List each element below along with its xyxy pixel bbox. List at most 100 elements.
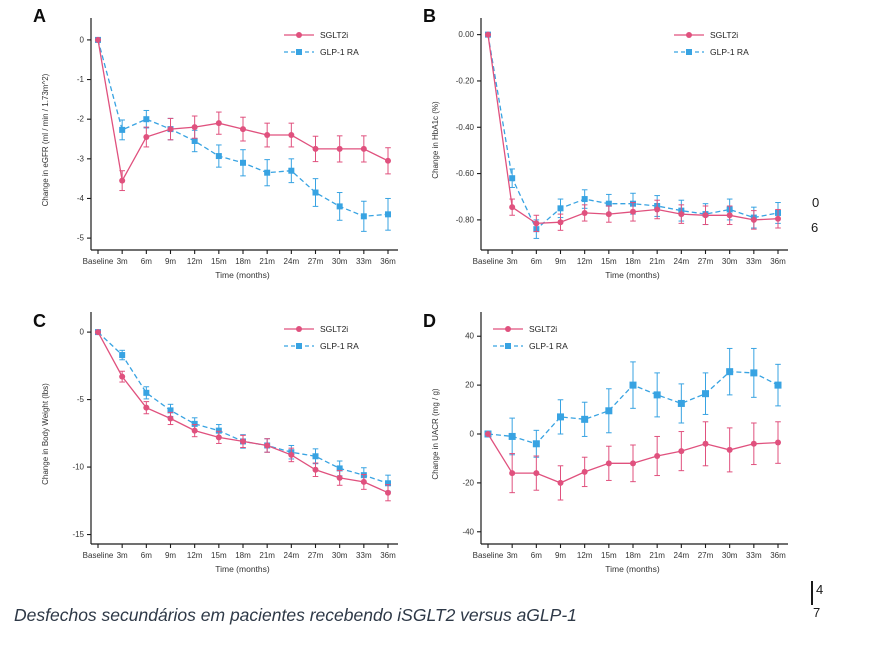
svg-text:3m: 3m bbox=[117, 257, 128, 266]
svg-text:6m: 6m bbox=[141, 257, 152, 266]
svg-text:3m: 3m bbox=[117, 551, 128, 560]
svg-text:21m: 21m bbox=[649, 257, 665, 266]
clipped-text-fragment-top: 0 bbox=[812, 195, 820, 210]
svg-text:12m: 12m bbox=[577, 257, 593, 266]
svg-text:36m: 36m bbox=[380, 257, 396, 266]
svg-text:27m: 27m bbox=[308, 551, 324, 560]
svg-text:18m: 18m bbox=[235, 551, 251, 560]
svg-text:Baseline: Baseline bbox=[473, 551, 504, 560]
svg-text:12m: 12m bbox=[187, 551, 203, 560]
panel-hba1c: B 0.00 -0.20 -0.40 -0.60 -0.80 Baseline 3m 6m 9m… bbox=[416, 4, 816, 296]
svg-text:40: 40 bbox=[465, 332, 474, 341]
svg-text:Change in UACR (mg / g): Change in UACR (mg / g) bbox=[431, 388, 440, 479]
svg-text:Change in eGFR (ml / min / 1.7: Change in eGFR (ml / min / 1.73m^2) bbox=[41, 73, 50, 206]
svg-text:30m: 30m bbox=[332, 551, 348, 560]
svg-text:GLP-1 RA: GLP-1 RA bbox=[320, 47, 359, 57]
svg-text:9m: 9m bbox=[165, 257, 176, 266]
svg-text:0: 0 bbox=[470, 430, 475, 439]
svg-text:27m: 27m bbox=[308, 257, 324, 266]
page-number-bottom: 7 bbox=[813, 605, 821, 620]
svg-text:33m: 33m bbox=[356, 551, 372, 560]
svg-text:-2: -2 bbox=[77, 115, 85, 124]
svg-text:6m: 6m bbox=[141, 551, 152, 560]
svg-text:Baseline: Baseline bbox=[473, 257, 504, 266]
svg-text:21m: 21m bbox=[259, 257, 275, 266]
svg-text:30m: 30m bbox=[722, 551, 738, 560]
svg-text:-0.20: -0.20 bbox=[456, 76, 475, 85]
svg-text:24m: 24m bbox=[674, 551, 690, 560]
svg-text:20: 20 bbox=[465, 381, 474, 390]
svg-text:6m: 6m bbox=[531, 551, 542, 560]
svg-text:18m: 18m bbox=[625, 257, 641, 266]
svg-text:3m: 3m bbox=[507, 257, 518, 266]
figure-caption: Desfechos secundários em pacientes receb… bbox=[14, 605, 577, 625]
svg-text:Baseline: Baseline bbox=[83, 257, 114, 266]
svg-text:-1: -1 bbox=[77, 75, 85, 84]
svg-text:-5: -5 bbox=[77, 395, 85, 404]
svg-text:-0.80: -0.80 bbox=[456, 215, 475, 224]
svg-text:SGLT2i: SGLT2i bbox=[710, 30, 738, 40]
panel-uacr: D 40 20 0 -20 -40 Baseline 3m 6m 9m 12m 15m 18m 21m 2… bbox=[416, 298, 816, 590]
svg-text:24m: 24m bbox=[674, 257, 690, 266]
svg-text:-5: -5 bbox=[77, 234, 85, 243]
svg-text:6m: 6m bbox=[531, 257, 542, 266]
svg-text:12m: 12m bbox=[577, 551, 593, 560]
svg-text:15m: 15m bbox=[211, 257, 227, 266]
svg-text:-10: -10 bbox=[72, 463, 84, 472]
svg-text:33m: 33m bbox=[746, 257, 762, 266]
svg-text:27m: 27m bbox=[698, 551, 714, 560]
svg-text:GLP-1 RA: GLP-1 RA bbox=[529, 341, 568, 351]
svg-text:0: 0 bbox=[80, 328, 85, 337]
svg-text:GLP-1 RA: GLP-1 RA bbox=[710, 47, 749, 57]
panel-body-weight: C 0 -5 -10 -15 Baseline 3m 6m 9m 12m 15m 18m 21m 24m… bbox=[26, 298, 426, 590]
page-number-divider bbox=[811, 581, 813, 605]
panel-label-d: D bbox=[423, 311, 436, 331]
svg-text:33m: 33m bbox=[746, 551, 762, 560]
svg-text:18m: 18m bbox=[625, 551, 641, 560]
uacr-chart: 40 20 0 -20 -40 Baseline 3m 6m 9m 12m 15m 18m 21m 24m… bbox=[431, 312, 788, 574]
svg-text:21m: 21m bbox=[649, 551, 665, 560]
svg-text:36m: 36m bbox=[770, 551, 786, 560]
svg-text:Change in HbA1c (%): Change in HbA1c (%) bbox=[431, 101, 440, 179]
panel-label-c: C bbox=[33, 311, 46, 331]
svg-text:Time (months): Time (months) bbox=[605, 564, 660, 574]
svg-text:27m: 27m bbox=[698, 257, 714, 266]
svg-text:Change in Body Weight (lbs): Change in Body Weight (lbs) bbox=[41, 383, 50, 485]
svg-text:GLP-1 RA: GLP-1 RA bbox=[320, 341, 359, 351]
svg-text:36m: 36m bbox=[770, 257, 786, 266]
svg-text:0: 0 bbox=[80, 35, 85, 44]
panel-label-a: A bbox=[33, 6, 46, 26]
page-number-top: 4 bbox=[816, 582, 824, 597]
svg-text:Baseline: Baseline bbox=[83, 551, 114, 560]
svg-text:24m: 24m bbox=[284, 551, 300, 560]
svg-text:Time (months): Time (months) bbox=[605, 270, 660, 280]
svg-text:15m: 15m bbox=[601, 257, 617, 266]
svg-text:18m: 18m bbox=[235, 257, 251, 266]
panel-label-b: B bbox=[423, 6, 436, 26]
svg-text:30m: 30m bbox=[332, 257, 348, 266]
svg-text:24m: 24m bbox=[284, 257, 300, 266]
egfr-chart: 0 -1 -2 -3 -4 -5 Baseline 3m 6m 9m 12m 15m 18m 21m 24m… bbox=[41, 18, 398, 280]
panel-egfr: A 0 -1 -2 -3 -4 -5 Baseline 3m 6m 9m 12m 15m 18m 21m 2… bbox=[26, 4, 426, 296]
svg-text:Time (months): Time (months) bbox=[215, 564, 270, 574]
svg-text:-15: -15 bbox=[72, 530, 84, 539]
svg-text:9m: 9m bbox=[555, 551, 566, 560]
svg-text:-0.40: -0.40 bbox=[456, 123, 475, 132]
svg-text:3m: 3m bbox=[507, 551, 518, 560]
body-weight-chart: 0 -5 -10 -15 Baseline 3m 6m 9m 12m 15m 18m 21m 24m 27… bbox=[41, 312, 398, 574]
svg-text:9m: 9m bbox=[165, 551, 176, 560]
svg-text:-3: -3 bbox=[77, 154, 85, 163]
svg-text:9m: 9m bbox=[555, 257, 566, 266]
svg-text:SGLT2i: SGLT2i bbox=[529, 324, 557, 334]
svg-text:30m: 30m bbox=[722, 257, 738, 266]
svg-text:0.00: 0.00 bbox=[458, 30, 474, 39]
svg-text:SGLT2i: SGLT2i bbox=[320, 30, 348, 40]
svg-text:-40: -40 bbox=[462, 527, 474, 536]
svg-text:SGLT2i: SGLT2i bbox=[320, 324, 348, 334]
svg-text:-20: -20 bbox=[462, 478, 474, 487]
hba1c-chart: 0.00 -0.20 -0.40 -0.60 -0.80 Baseline 3m 6m 9m 12… bbox=[431, 18, 788, 280]
svg-text:-0.60: -0.60 bbox=[456, 169, 475, 178]
svg-text:15m: 15m bbox=[211, 551, 227, 560]
svg-text:15m: 15m bbox=[601, 551, 617, 560]
